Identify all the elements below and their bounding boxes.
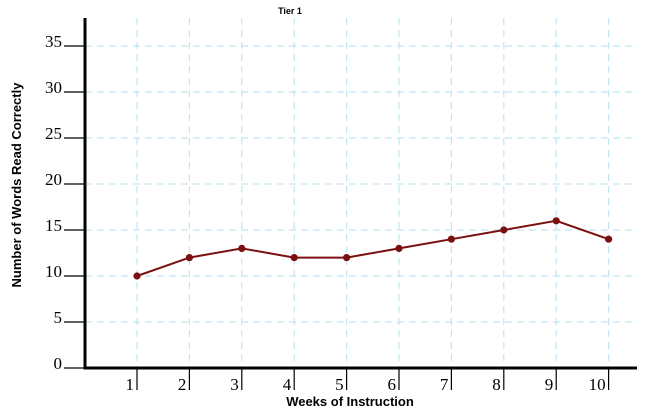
series-line [136, 219, 609, 277]
data-point [238, 244, 246, 252]
data-point [605, 235, 613, 243]
data-point [552, 217, 560, 225]
data-point [133, 272, 141, 280]
data-point [343, 254, 351, 262]
x-tick-label: 1 [126, 375, 135, 394]
x-tick-label: 10 [589, 375, 606, 394]
x-tick-label: 8 [492, 375, 501, 394]
y-tick-label: 25 [45, 124, 62, 143]
y-tick-labels: 0 5 10 15 20 25 30 35 [45, 32, 62, 373]
y-tick-label: 20 [45, 170, 62, 189]
data-points [133, 217, 613, 280]
x-tick-label: 6 [388, 375, 397, 394]
data-point [185, 254, 193, 262]
y-tick-label: 5 [54, 308, 63, 327]
grid [85, 18, 637, 368]
x-tick-label: 9 [545, 375, 554, 394]
tick-marks [64, 45, 610, 390]
x-axis-title: Weeks of Instruction [286, 394, 414, 409]
x-tick-label: 5 [335, 375, 344, 394]
y-tick-label: 30 [45, 78, 62, 97]
x-tick-label: 3 [230, 375, 239, 394]
axes [83, 18, 637, 370]
x-tick-label: 7 [440, 375, 449, 394]
y-axis-title: Number of Words Read Correctly [9, 82, 24, 288]
x-tick-labels: 1 2 3 4 5 6 7 8 9 10 [126, 375, 606, 394]
data-point [447, 235, 455, 243]
data-point [500, 226, 508, 234]
x-tick-label: 2 [178, 375, 187, 394]
y-tick-label: 10 [45, 262, 62, 281]
y-tick-label: 35 [45, 32, 62, 51]
y-tick-label: 0 [54, 354, 63, 373]
chart-subtitle: Tier 1 [278, 6, 302, 16]
y-tick-label: 15 [45, 216, 62, 235]
x-tick-label: 4 [283, 375, 292, 394]
data-point [395, 244, 403, 252]
data-point [290, 254, 298, 262]
